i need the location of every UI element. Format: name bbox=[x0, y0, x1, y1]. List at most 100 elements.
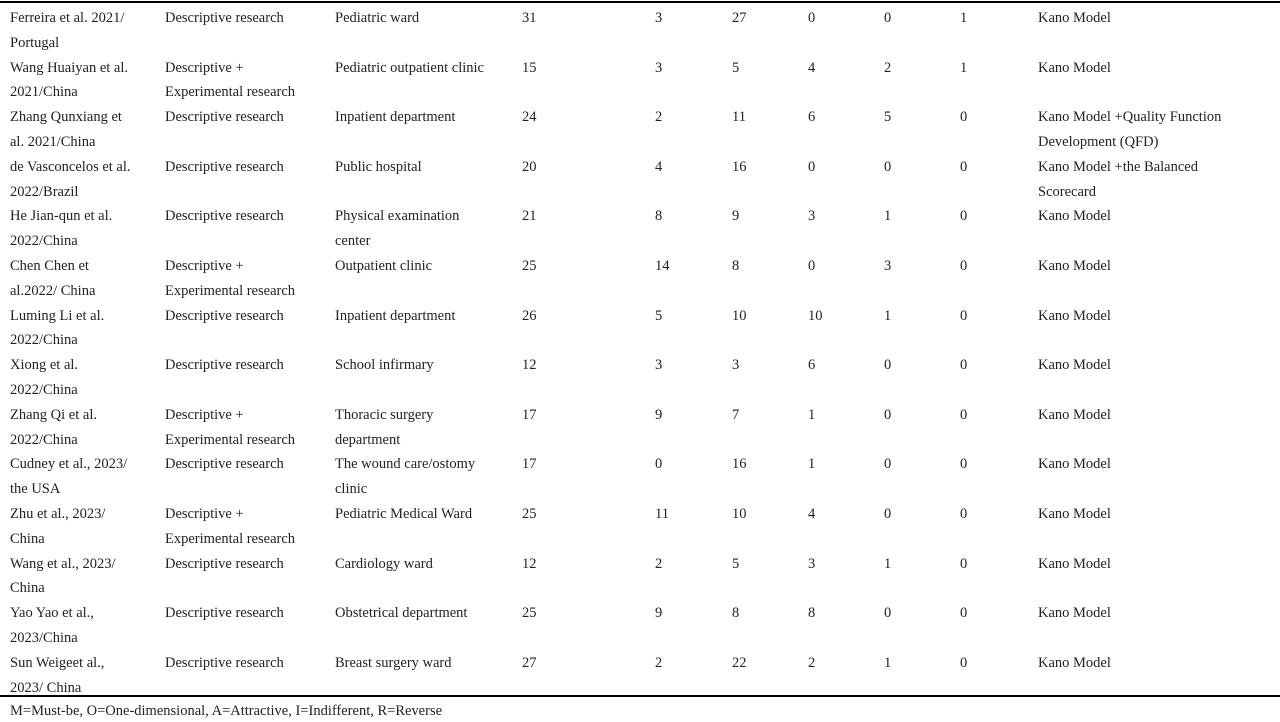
cell-author-country-line: Yao Yao et al., bbox=[10, 605, 94, 622]
table-row: Yao Yao et al., 2023/China Descriptive res… bbox=[0, 599, 1280, 649]
cell-method-line: Kano Model bbox=[1038, 208, 1111, 225]
cell-must-be: 11 bbox=[655, 505, 669, 522]
cell-setting-line: Inpatient department bbox=[335, 307, 456, 324]
table-row: Zhu et al., 2023/China Descriptive + Exper… bbox=[0, 500, 1280, 550]
cell-study-design-line: Descriptive research bbox=[165, 208, 284, 225]
cell-author-country-line: de Vasconcelos et al. bbox=[10, 158, 131, 175]
cell-reverse: 1 bbox=[960, 10, 968, 26]
cell-author-country: Yao Yao et al., 2023/China bbox=[10, 601, 94, 651]
cell-author-country-line: al. 2021/China bbox=[10, 133, 96, 150]
cell-author-country: Zhu et al., 2023/China bbox=[10, 502, 105, 552]
cell-method-line: Kano Model bbox=[1038, 59, 1111, 76]
cell-indifferent: 0 bbox=[884, 456, 892, 473]
cell-study-design: Descriptive research bbox=[165, 601, 284, 626]
cell-must-be: 8 bbox=[655, 208, 663, 225]
cell-attractive: 8 bbox=[808, 605, 816, 622]
cell-setting: Outpatient clinic bbox=[335, 254, 432, 279]
cell-author-country-line: 2023/ China bbox=[10, 679, 82, 696]
cell-total-items: 24 bbox=[522, 109, 537, 126]
cell-author-country-line: Sun Weigeet al., bbox=[10, 654, 105, 671]
cell-indifferent: 0 bbox=[884, 505, 892, 522]
table-row: He Jian-qun et al. 2022/China Descriptive … bbox=[0, 202, 1280, 252]
cell-must-be: 2 bbox=[655, 109, 663, 126]
cell-setting-line: department bbox=[335, 431, 401, 448]
cell-attractive: 0 bbox=[808, 257, 816, 274]
cell-author-country: Xiong et al. 2022/China bbox=[10, 353, 78, 403]
cell-one-dimensional: 11 bbox=[732, 109, 746, 126]
cell-attractive: 3 bbox=[808, 555, 816, 572]
cell-study-design: Descriptive + Experimental research bbox=[165, 403, 295, 453]
cell-study-design-line: Experimental research bbox=[165, 530, 296, 547]
cell-author-country-line: Portugal bbox=[10, 34, 60, 51]
cell-method-line: Kano Model +the Balanced bbox=[1038, 158, 1198, 175]
cell-setting-line: Public hospital bbox=[335, 158, 422, 175]
cell-study-design-line: Descriptive research bbox=[165, 10, 284, 26]
table-row: Wang Huaiyan et al. 2021/China Descriptive… bbox=[0, 54, 1280, 104]
cell-must-be: 4 bbox=[655, 158, 663, 175]
cell-attractive: 1 bbox=[808, 406, 816, 423]
cell-attractive: 0 bbox=[808, 10, 816, 26]
cell-attractive: 0 bbox=[808, 158, 816, 175]
cell-method-line: Kano Model bbox=[1038, 357, 1111, 374]
cell-setting: Thoracic surgery department bbox=[335, 403, 433, 453]
cell-setting: Physical examination center bbox=[335, 204, 459, 254]
cell-study-design-line: Descriptive + bbox=[165, 505, 244, 522]
table-top-rule bbox=[0, 1, 1280, 3]
cell-setting: Cardiology ward bbox=[335, 552, 433, 577]
cell-study-design-line: Descriptive research bbox=[165, 357, 284, 374]
cell-reverse: 0 bbox=[960, 456, 968, 473]
cell-must-be: 2 bbox=[655, 654, 663, 671]
cell-study-design-line: Descriptive research bbox=[165, 307, 284, 324]
cell-study-design: Descriptive research bbox=[165, 204, 284, 229]
cell-study-design-line: Descriptive research bbox=[165, 555, 284, 572]
cell-must-be: 5 bbox=[655, 307, 663, 324]
cell-reverse: 0 bbox=[960, 654, 968, 671]
cell-author-country: He Jian-qun et al. 2022/China bbox=[10, 204, 112, 254]
cell-author-country: Luming Li et al. 2022/China bbox=[10, 304, 104, 354]
cell-method-line: Kano Model bbox=[1038, 307, 1111, 324]
cell-one-dimensional: 10 bbox=[732, 307, 747, 324]
cell-method-line: Kano Model +Quality Function bbox=[1038, 109, 1222, 126]
cell-reverse: 0 bbox=[960, 307, 968, 324]
cell-setting: Inpatient department bbox=[335, 105, 455, 130]
cell-total-items: 25 bbox=[522, 605, 537, 622]
cell-attractive: 10 bbox=[808, 307, 823, 324]
cell-one-dimensional: 9 bbox=[732, 208, 740, 225]
table-row: Wang et al., 2023/China Descriptive resea… bbox=[0, 550, 1280, 600]
cell-author-country: Zhang Qunxiang et al. 2021/China bbox=[10, 105, 122, 155]
cell-author-country-line: Chen Chen et bbox=[10, 257, 89, 274]
cell-must-be: 9 bbox=[655, 406, 663, 423]
cell-method-line: Kano Model bbox=[1038, 654, 1111, 671]
cell-study-design-line: Descriptive research bbox=[165, 109, 284, 126]
cell-author-country: Sun Weigeet al., 2023/ China bbox=[10, 651, 104, 701]
cell-author-country: Wang et al., 2023/China bbox=[10, 552, 116, 602]
cell-must-be: 3 bbox=[655, 10, 663, 26]
cell-method: Kano Model bbox=[1038, 304, 1111, 329]
cell-author-country-line: Zhang Qi et al. bbox=[10, 406, 97, 423]
cell-study-design-line: Descriptive + bbox=[165, 257, 244, 274]
cell-one-dimensional: 3 bbox=[732, 357, 740, 374]
cell-setting: Breast surgery ward bbox=[335, 651, 452, 676]
cell-one-dimensional: 16 bbox=[732, 158, 747, 175]
table-row: Chen Chen et al.2022/ China Descriptive + E… bbox=[0, 252, 1280, 302]
cell-setting: Pediatric ward bbox=[335, 6, 419, 31]
cell-author-country-line: Luming Li et al. bbox=[10, 307, 105, 324]
cell-indifferent: 0 bbox=[884, 10, 892, 26]
table-row: Zhang Qi et al. 2022/China Descriptive + Ex… bbox=[0, 401, 1280, 451]
table-row: Ferreira et al. 2021/Portugal Descriptive… bbox=[0, 4, 1280, 54]
cell-indifferent: 0 bbox=[884, 158, 892, 175]
cell-setting-line: School infirmary bbox=[335, 357, 434, 374]
cell-total-items: 20 bbox=[522, 158, 537, 175]
cell-must-be: 0 bbox=[655, 456, 663, 473]
cell-setting: Obstetrical department bbox=[335, 601, 467, 626]
cell-one-dimensional: 5 bbox=[732, 59, 740, 76]
cell-setting-line: Pediatric outpatient clinic bbox=[335, 59, 484, 76]
cell-study-design-line: Descriptive research bbox=[165, 456, 284, 473]
cell-reverse: 0 bbox=[960, 406, 968, 423]
cell-indifferent: 2 bbox=[884, 59, 892, 76]
cell-reverse: 0 bbox=[960, 109, 968, 126]
cell-total-items: 12 bbox=[522, 357, 537, 374]
cell-method: Kano Model bbox=[1038, 502, 1111, 527]
cell-reverse: 0 bbox=[960, 357, 968, 374]
cell-study-design-line: Descriptive + bbox=[165, 406, 244, 423]
